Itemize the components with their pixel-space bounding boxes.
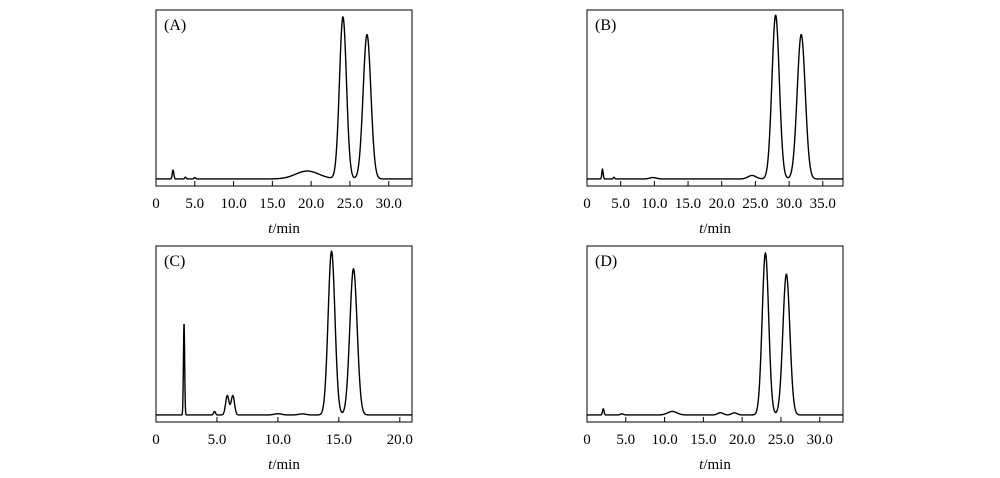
chromatogram-trace — [156, 250, 412, 416]
x-tick-label: 10.0 — [265, 432, 291, 448]
x-ticks: 0 5.0 10.0 15.0 20.0 — [152, 417, 413, 448]
x-tick-label: 25.0 — [768, 432, 794, 448]
plot-frame — [155, 245, 413, 423]
x-tick-label: 5.0 — [185, 196, 204, 212]
plot-frame — [586, 9, 844, 187]
x-tick-label: 25.0 — [337, 196, 363, 212]
x-tick-label: 5.0 — [611, 196, 630, 212]
x-tick-label: 30.0 — [807, 432, 833, 448]
chromatogram-trace — [587, 14, 843, 180]
x-tick-label: 10.0 — [220, 196, 246, 212]
x-axis-variable: t — [268, 457, 273, 473]
x-axis-variable: t — [699, 221, 704, 237]
x-axis-unit: /min — [272, 457, 300, 473]
panel-label: (D) — [595, 253, 617, 270]
x-tick-label: 5.0 — [208, 432, 227, 448]
x-tick-label: 15.0 — [690, 432, 716, 448]
panel-b: (B) 0 5.0 10.0 15.0 20.0 25.0 30.0 35.0 t/min — [583, 9, 844, 237]
x-tick-label: 25.0 — [742, 196, 768, 212]
x-tick-label: 20.0 — [298, 196, 324, 212]
panel-label: (B) — [595, 17, 616, 34]
x-axis-unit: /min — [703, 221, 731, 237]
panel-label: (A) — [164, 17, 186, 34]
x-tick-label: 30.0 — [376, 196, 402, 212]
x-tick-label: 20.0 — [387, 432, 413, 448]
x-tick-label: 0 — [583, 432, 591, 448]
x-tick-label: 10.0 — [651, 432, 677, 448]
x-tick-label: 0 — [152, 432, 160, 448]
x-tick-label: 20.0 — [709, 196, 735, 212]
panel-label: (C) — [164, 253, 185, 270]
x-axis-unit: /min — [272, 221, 300, 237]
x-tick-label: 15.0 — [326, 432, 352, 448]
x-ticks: 0 5.0 10.0 15.0 20.0 25.0 30.0 — [583, 417, 833, 448]
x-tick-label: 0 — [583, 196, 591, 212]
plot-frame — [586, 245, 844, 423]
panel-a: (A) 0 5.0 10.0 15.0 20.0 25.0 30.0 t/min — [152, 9, 413, 237]
x-axis-label: t/min — [268, 221, 300, 237]
chromatogram-trace — [156, 16, 412, 180]
x-tick-label: 30.0 — [776, 196, 802, 212]
x-axis-label: t/min — [268, 457, 300, 473]
x-ticks: 0 5.0 10.0 15.0 20.0 25.0 30.0 35.0 — [583, 181, 836, 212]
x-ticks: 0 5.0 10.0 15.0 20.0 25.0 30.0 — [152, 181, 402, 212]
x-axis-variable: t — [699, 457, 704, 473]
chromatogram-trace — [587, 251, 843, 416]
panel-d: (D) 0 5.0 10.0 15.0 20.0 25.0 30.0 t/min — [583, 245, 844, 473]
x-tick-label: 35.0 — [810, 196, 836, 212]
x-axis-label: t/min — [699, 221, 731, 237]
x-axis-variable: t — [268, 221, 273, 237]
x-tick-label: 15.0 — [675, 196, 701, 212]
plot-frame — [155, 9, 413, 187]
x-axis-label: t/min — [699, 457, 731, 473]
x-tick-label: 15.0 — [259, 196, 285, 212]
x-tick-label: 5.0 — [616, 432, 635, 448]
x-tick-label: 0 — [152, 196, 160, 212]
x-tick-label: 20.0 — [729, 432, 755, 448]
panel-c: (C) 0 5.0 10.0 15.0 20.0 t/min — [152, 245, 413, 473]
x-tick-label: 10.0 — [641, 196, 667, 212]
x-axis-unit: /min — [703, 457, 731, 473]
